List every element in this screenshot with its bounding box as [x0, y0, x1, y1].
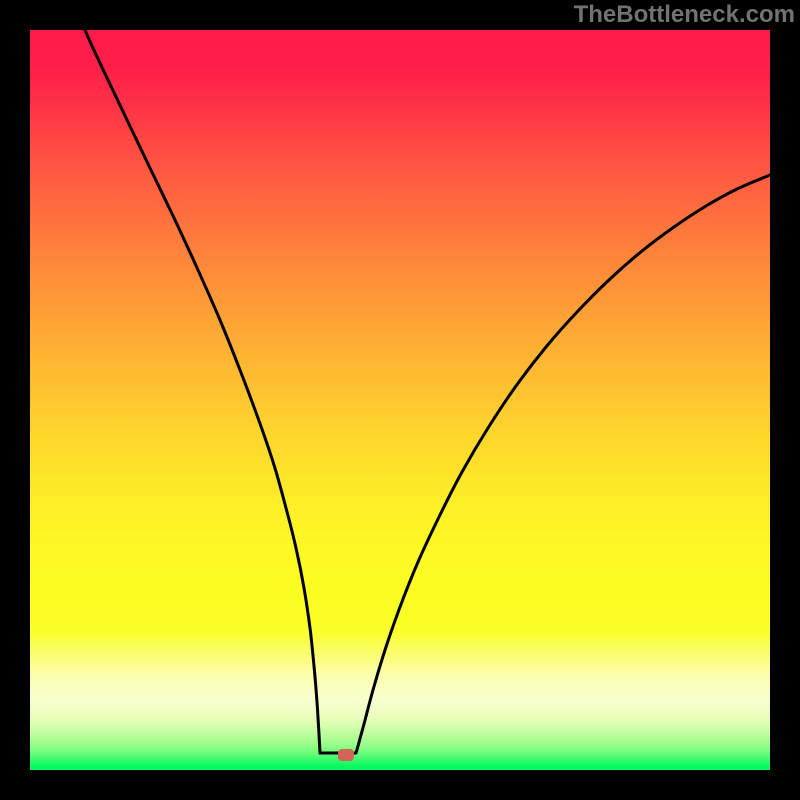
frame-right-border [770, 0, 800, 800]
frame-bottom-border [0, 770, 800, 800]
plot-area [30, 30, 770, 770]
chart-svg [30, 30, 770, 770]
watermark-text: TheBottleneck.com [574, 1, 795, 29]
gradient-background [30, 30, 770, 770]
optimum-marker [338, 749, 354, 761]
frame-left-border [0, 0, 30, 800]
